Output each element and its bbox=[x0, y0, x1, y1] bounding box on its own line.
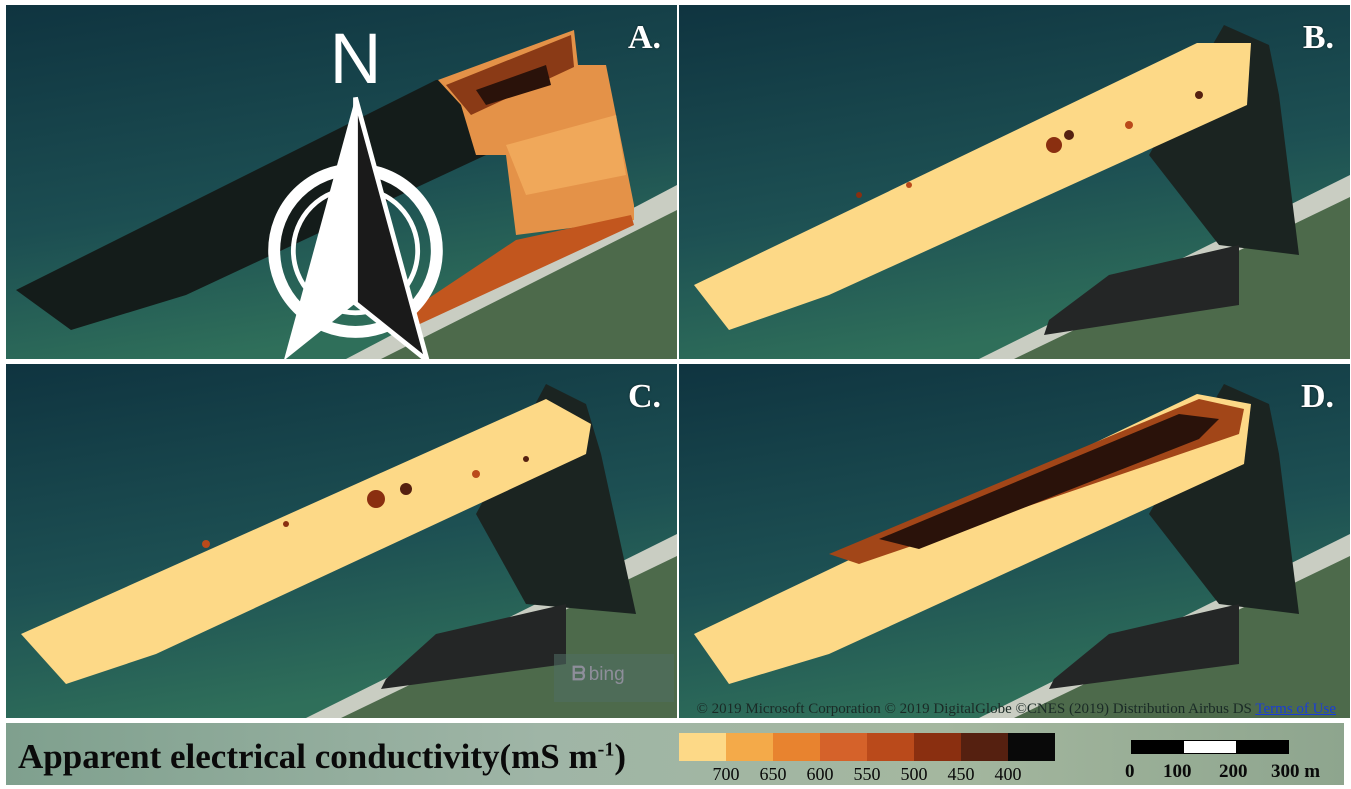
ec-anomaly-core bbox=[476, 65, 551, 105]
map-panel-b: B. bbox=[679, 5, 1350, 359]
survey-area-no-data bbox=[1149, 25, 1299, 255]
scale-bar-labels: 0 100 200 300 m bbox=[1121, 761, 1341, 783]
copyright-text: © 2019 Microsoft Corporation © 2019 Digi… bbox=[696, 701, 1252, 717]
ramp-swatch bbox=[1008, 733, 1055, 761]
ramp-labels: 700 650 600 550 500 450 400 bbox=[679, 764, 1055, 784]
survey-area-no-data bbox=[1149, 384, 1299, 614]
scale-label: 0 bbox=[1125, 761, 1135, 782]
ec-anomaly-core bbox=[879, 414, 1219, 549]
north-arrow-icon: N bbox=[268, 21, 443, 359]
scale-label: 300 m bbox=[1271, 761, 1321, 782]
ec-survey-grid-b bbox=[694, 43, 1251, 330]
ramp-label: 700 bbox=[712, 764, 740, 784]
ec-anomaly-zone bbox=[446, 35, 574, 115]
panel-label-b: B. bbox=[1302, 19, 1334, 56]
map-a-canvas bbox=[6, 5, 677, 359]
basemap-attribution: © 2019 Microsoft Corporation © 2019 Digi… bbox=[6, 697, 1344, 722]
ramp-swatch bbox=[961, 733, 1008, 761]
ramp-swatch bbox=[914, 733, 961, 761]
ec-beach-strip bbox=[381, 215, 634, 335]
scale-bar-segment bbox=[1236, 741, 1288, 753]
panel-label-a: A. bbox=[627, 19, 661, 56]
survey-area-no-data-strip bbox=[381, 604, 566, 689]
legend-title-sup: -1 bbox=[597, 738, 615, 761]
legend-title-text: Apparent electrical conductivity(mS m bbox=[18, 737, 598, 776]
bing-logo-box: ᗷ bing bbox=[554, 654, 674, 702]
scale-label: 200 bbox=[1219, 761, 1248, 782]
survey-area-no-data-strip bbox=[1044, 245, 1239, 335]
legend-title-close: ) bbox=[614, 737, 626, 776]
terms-of-use-link[interactable]: Terms of Use bbox=[1255, 701, 1336, 717]
legend-bar: Apparent electrical conductivity(mS m-1)… bbox=[6, 723, 1344, 785]
map-panel-a: A. N bbox=[6, 5, 677, 359]
map-d-canvas bbox=[679, 364, 1350, 718]
ramp-swatch bbox=[867, 733, 914, 761]
bing-logo-text: bing bbox=[588, 664, 625, 685]
map-b-canvas bbox=[679, 5, 1350, 359]
ramp-swatch bbox=[773, 733, 820, 761]
bing-b-icon: ᗷ bbox=[572, 664, 586, 685]
ec-survey-grid-c bbox=[21, 399, 591, 684]
ramp-label: 550 bbox=[853, 764, 881, 784]
ec-mid-zone bbox=[506, 115, 626, 195]
legend-title: Apparent electrical conductivity(mS m-1) bbox=[18, 737, 626, 777]
ramp-label: 600 bbox=[806, 764, 834, 784]
map-panel-d: D. bbox=[679, 364, 1350, 718]
scale-label: 100 bbox=[1163, 761, 1192, 782]
bing-logo: ᗷ bing bbox=[572, 664, 625, 686]
ramp-label: 500 bbox=[900, 764, 928, 784]
ramp-label: 400 bbox=[994, 764, 1022, 784]
ramp-swatch bbox=[679, 733, 726, 761]
panel-label-d: D. bbox=[1300, 378, 1334, 415]
ramp-swatch bbox=[726, 733, 773, 761]
scale-bar bbox=[1131, 740, 1289, 754]
ramp-label: 650 bbox=[759, 764, 787, 784]
map-panel-c: C. ᗷ bing bbox=[6, 364, 677, 718]
survey-area-no-data-strip bbox=[1049, 604, 1239, 689]
north-letter: N bbox=[330, 21, 382, 99]
ramp-label: 450 bbox=[947, 764, 975, 784]
panel-label-c: C. bbox=[627, 378, 661, 415]
scale-bar-segment bbox=[1132, 741, 1184, 753]
scale-bar-segment bbox=[1184, 741, 1236, 753]
color-ramp bbox=[679, 733, 1055, 761]
ramp-swatch bbox=[820, 733, 867, 761]
